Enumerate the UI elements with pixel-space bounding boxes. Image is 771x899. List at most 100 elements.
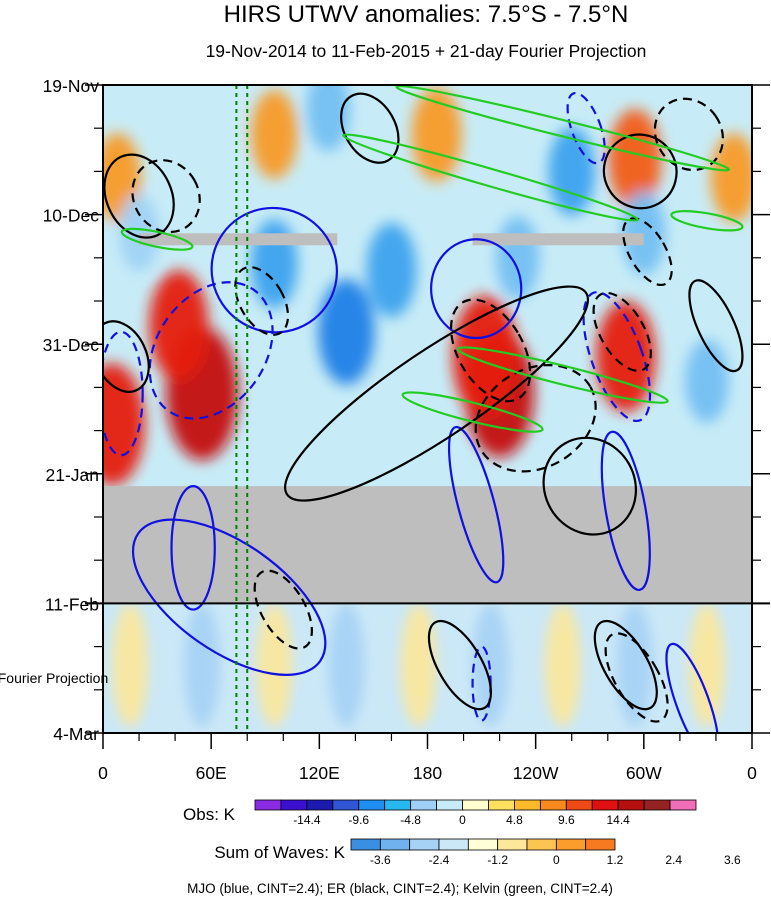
obs-colorbar-label: Obs: K: [183, 805, 236, 824]
er-contour-positive: [688, 279, 744, 373]
sum-of-waves-colorbar: Sum of Waves: K -3.6 -2.4 -1.2 0 1.2 2.4 3.6: [214, 838, 741, 867]
mjo-contour-negative: [566, 91, 606, 165]
mjo-contour-positive: [665, 642, 720, 733]
negative-anomaly: [548, 126, 596, 216]
projection-positive-anomaly: [256, 604, 293, 727]
negative-anomaly: [250, 219, 298, 309]
x-tick-label: 0: [98, 763, 108, 783]
sow-colorbar-tick-label: 1.2: [607, 853, 624, 867]
positive-anomaly: [608, 109, 662, 210]
obs-colorbar-swatch: [332, 799, 360, 811]
projection-positive-anomaly: [112, 604, 149, 727]
x-tick-label: 120W: [513, 763, 559, 783]
negative-anomaly: [118, 194, 160, 272]
y-tick-label: 19-Nov: [43, 76, 100, 96]
reference-longitude-lines: [235, 85, 249, 733]
er-contour-negative: [253, 569, 313, 650]
chart-title: HIRS UTWV anomalies: 7.5°S - 7.5°N: [224, 1, 629, 28]
obs-colorbar-swatch: [254, 799, 282, 811]
er-contour-negative: [592, 291, 652, 372]
mjo-contour-negative: [148, 281, 274, 420]
obs-colorbar-swatch: [358, 799, 386, 811]
sow-colorbar-swatch: [350, 838, 381, 851]
mjo-contour-positive: [600, 430, 651, 592]
negative-anomaly: [366, 222, 417, 318]
sow-colorbar-swatch: [379, 838, 411, 851]
mjo-contour-positive: [430, 238, 523, 340]
obs-colorbar-swatch: [436, 799, 463, 811]
x-tick-label: 60E: [196, 763, 227, 783]
y-tick-label: 11-Feb: [45, 594, 99, 614]
sow-colorbar-swatch: [555, 838, 587, 851]
projection-positive-anomaly: [688, 604, 725, 727]
forecast-label: Fourier Projection: [0, 670, 108, 686]
mjo-contour-negative: [103, 330, 144, 457]
mjo-contour-negative: [582, 291, 652, 423]
obs-colorbar-swatch: [591, 799, 619, 811]
x-tick-label: 0: [747, 763, 757, 783]
positive-anomaly: [596, 301, 656, 413]
projection-negative-anomaly: [472, 604, 509, 727]
x-tick-label: 60W: [626, 763, 662, 783]
projection-negative-anomaly: [328, 604, 365, 727]
obs-colorbar-swatch: [410, 799, 437, 811]
sow-colorbar-swatch: [497, 838, 528, 851]
er-contour-positive: [542, 436, 638, 536]
er-contour-positive: [427, 619, 493, 711]
er-contour-positive: [103, 153, 175, 239]
x-axis-ticks: 0 60E 120E 180 120W 60W 0: [98, 733, 757, 783]
mjo-contour-positive: [210, 206, 339, 334]
negative-anomaly: [306, 85, 351, 152]
sow-colorbar-label: Sum of Waves: K: [214, 843, 345, 862]
er-contour-positive: [340, 92, 400, 164]
negative-anomaly: [495, 216, 540, 300]
er-contour-negative: [449, 298, 532, 403]
obs-colorbar-tick-label: -9.6: [348, 813, 369, 827]
sow-colorbar-tick-label: 2.4: [665, 853, 682, 867]
kelvin-contour-positive: [395, 85, 730, 172]
mjo-contour-positive: [447, 425, 505, 584]
kelvin-contour-positive: [120, 227, 194, 251]
obs-colorbar-swatch: [669, 799, 697, 811]
er-contour-positive: [593, 619, 658, 711]
sow-colorbar-swatch: [409, 838, 440, 851]
positive-anomaly: [250, 89, 298, 179]
sow-colorbar-tick-label: 3.6: [724, 853, 741, 867]
sow-colorbar-swatch: [585, 838, 616, 851]
er-contour-negative: [653, 97, 725, 172]
missing-data-strip: [472, 233, 644, 246]
obs-colorbar-swatch: [565, 799, 593, 811]
negative-anomaly: [622, 191, 666, 275]
positive-anomaly: [103, 363, 145, 486]
obs-colorbar-tick-label: -4.8: [400, 813, 421, 827]
kelvin-contour-positive: [342, 133, 640, 222]
chart-subtitle: 19-Nov-2014 to 11-Feb-2015 + 21-day Four…: [206, 41, 647, 61]
missing-data-regions: [103, 233, 752, 604]
obs-colorbar-swatch: [384, 799, 412, 811]
y-tick-label: 4-Mar: [53, 724, 99, 744]
kelvin-contour-positive: [401, 391, 544, 433]
projection-positive-anomaly: [400, 604, 437, 727]
wave-legend-footer: MJO (blue, CINT=2.4); ER (black, CINT=2.…: [187, 881, 613, 896]
y-tick-label: 10-Dec: [43, 206, 100, 226]
obs-colorbar-swatch: [539, 799, 567, 811]
er-contour-positive: [284, 285, 590, 502]
y-tick-label: 31-Dec: [43, 335, 100, 355]
wave-contours: [103, 85, 744, 733]
er-contour-negative: [604, 632, 669, 723]
obs-colorbar-swatch: [514, 799, 541, 811]
positive-anomaly: [452, 295, 519, 418]
positive-anomaly: [710, 133, 752, 222]
negative-anomaly: [685, 339, 729, 423]
obs-colorbar-tick-label: 14.4: [606, 813, 630, 827]
x-tick-label: 120E: [299, 763, 340, 783]
er-contour-positive: [103, 320, 150, 393]
er-contour-negative: [474, 364, 597, 473]
obs-colorbar-swatch: [617, 799, 645, 811]
sow-colorbar-swatch: [467, 838, 499, 851]
sow-colorbar-tick-label: -1.2: [487, 853, 508, 867]
obs-colorbar-tick-label: -14.4: [293, 813, 321, 827]
kelvin-contour-positive: [456, 346, 669, 404]
projection-negative-anomaly: [184, 604, 221, 727]
